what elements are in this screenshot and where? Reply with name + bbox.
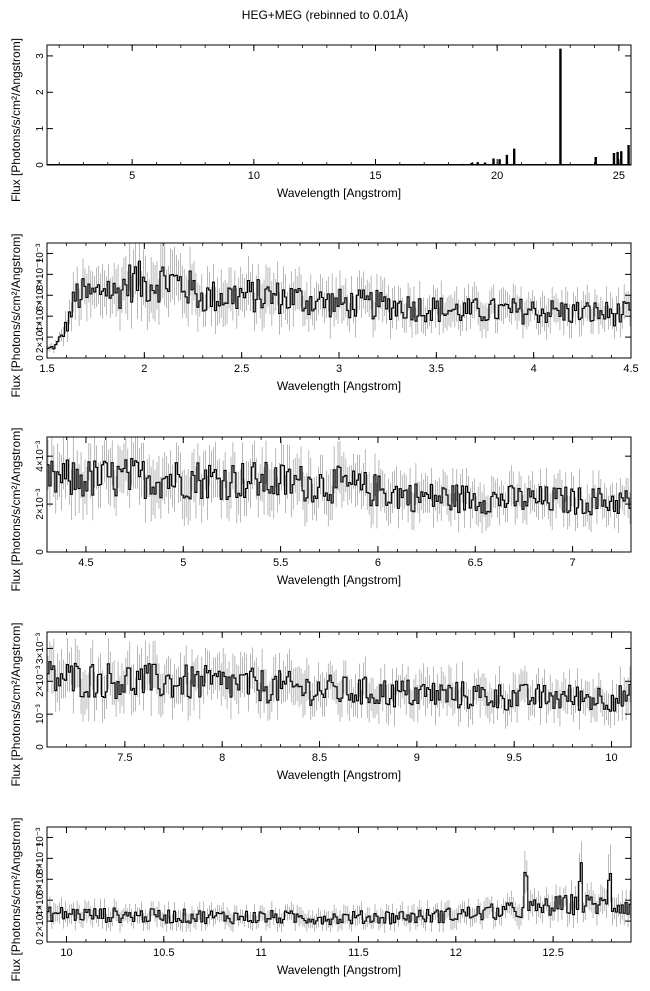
plot-frame <box>46 436 632 553</box>
x-axis-label: Wavelength [Angstrom] <box>277 963 401 977</box>
emission-line-bar <box>483 162 487 165</box>
x-tick-label: 2.5 <box>234 363 249 375</box>
chart-panel-5: 10 10.5 11 11.5 12 12.5 0 2×10⁻⁴4×10⁻⁴6×10⁻⁴8×1… <box>9 817 632 982</box>
spectrum-line <box>47 862 631 926</box>
x-tick-label: 4.5 <box>78 557 93 569</box>
y-tick-label: 6×10⁻⁴ <box>35 279 46 311</box>
emission-line-bar <box>513 148 516 165</box>
emission-line-bar <box>616 151 619 165</box>
x-tick-label: 10.5 <box>153 947 174 959</box>
x-tick-label: 6.5 <box>468 557 483 569</box>
x-axis-label: Wavelength [Angstrom] <box>277 379 401 393</box>
x-tick-label: 10 <box>60 947 72 959</box>
y-tick-label: 4×10⁻³ <box>35 440 46 472</box>
y-tick-label: 2 <box>35 89 46 95</box>
plot-area <box>47 243 631 354</box>
emission-line-bar <box>620 151 623 165</box>
y-tick-label: 4×10⁻⁴ <box>35 300 46 332</box>
y-tick-label: 3×10⁻³ <box>35 632 46 664</box>
emission-line-bar <box>559 48 562 165</box>
error-bars <box>47 638 631 730</box>
x-tick-label: 10 <box>248 170 260 182</box>
y-tick-label: 3 <box>35 53 46 59</box>
y-tick-label: 4×10⁻⁴ <box>35 884 46 916</box>
x-tick-label: 9.5 <box>507 752 522 764</box>
emission-line-bar <box>505 154 509 165</box>
plot-area <box>47 638 631 730</box>
x-tick-label: 5 <box>180 557 186 569</box>
x-tick-label: 20 <box>491 170 503 182</box>
y-tick-label: 0 <box>35 744 46 750</box>
x-tick-label: 8 <box>219 752 225 764</box>
y-tick-label: 2×10⁻⁴ <box>35 905 46 937</box>
x-tick-label: 1.5 <box>39 363 54 375</box>
x-tick-label: 12 <box>450 947 462 959</box>
x-tick-label: 4 <box>531 363 537 375</box>
y-tick-label: 2×10⁻³ <box>35 488 46 520</box>
plot-area <box>47 437 631 534</box>
y-axis-label: Flux [Photons/s/cm²/Angstrom] <box>9 817 23 981</box>
x-tick-label: 4.5 <box>623 363 638 375</box>
y-axis-label: Flux [Photons/s/cm²/Angstrom] <box>9 233 23 397</box>
y-axis-label: Flux [Photons/s/cm²/Angstrom] <box>9 427 23 591</box>
x-tick-label: 10 <box>605 752 617 764</box>
plot-frame <box>46 44 632 166</box>
x-tick-label: 12.5 <box>542 947 563 959</box>
emission-line-bar <box>612 153 616 165</box>
x-tick-label: 11 <box>255 947 266 959</box>
y-tick-label: 0 <box>35 355 46 361</box>
y-axis-label: Flux [Photons/s/cm²/Angstrom] <box>9 622 23 786</box>
y-tick-label: 0 <box>35 549 46 555</box>
x-tick-label: 15 <box>369 170 381 182</box>
spectrum-line <box>47 458 631 516</box>
y-tick-label: 0 <box>35 939 46 945</box>
x-tick-label: 25 <box>613 170 625 182</box>
y-tick-label: 6×10⁻⁴ <box>35 863 46 895</box>
x-tick-label: 8.5 <box>312 752 327 764</box>
x-axis-label: Wavelength [Angstrom] <box>277 186 401 200</box>
spectrum-line <box>47 260 631 350</box>
x-axis-label: Wavelength [Angstrom] <box>277 768 401 782</box>
x-axis-label: Wavelength [Angstrom] <box>277 573 401 587</box>
x-tick-label: 2 <box>141 363 147 375</box>
y-tick-label: 1 <box>35 125 46 131</box>
y-tick-label: 10⁻³ <box>35 704 46 724</box>
figure-title: HEG+MEG (rebinned to 0.01Å) <box>241 8 409 22</box>
chart-panel-2: 1.5 2 2.5 3 3.5 4 4.5 0 2×10⁻⁴4×10⁻⁴6×10⁻⁴8×10⁻⁴… <box>9 233 639 397</box>
error-bars <box>47 437 631 534</box>
y-tick-label: 2×10⁻⁴ <box>35 321 46 353</box>
emission-line-bar <box>627 145 630 165</box>
x-tick-label: 6 <box>375 557 381 569</box>
spectrum-line <box>47 661 631 712</box>
x-tick-label: 7 <box>570 557 576 569</box>
x-tick-label: 5 <box>129 170 135 182</box>
y-tick-label: 8×10⁻⁴ <box>35 842 46 874</box>
x-tick-label: 7.5 <box>117 752 132 764</box>
x-tick-label: 5.5 <box>273 557 288 569</box>
chart-panel-3: 4.5 5 5.5 6 6.5 7 0 2×10⁻³ 4×10⁻³ Wavelength [Ang… <box>9 427 632 592</box>
x-tick-label: 3 <box>336 363 342 375</box>
chart-panel-1: 5 10 15 20 25 0 1 2 3 Wavelength [Angstrom] Flux [… <box>9 38 632 202</box>
y-axis-label: Flux [Photons/s/cm²/Angstrom] <box>9 38 23 202</box>
emission-line-bar <box>476 162 479 165</box>
chart-panel-4: 7.5 8 8.5 9 9.5 10 0 10⁻³ 2×10⁻³3×10⁻³ Wavelength… <box>9 622 632 787</box>
y-tick-label: 8×10⁻⁴ <box>35 258 46 290</box>
x-tick-label: 9 <box>414 752 420 764</box>
x-tick-label: 11.5 <box>348 947 369 959</box>
plot-area <box>47 48 631 165</box>
plot-frame <box>46 826 632 943</box>
emission-line-bar <box>470 162 473 165</box>
emission-line-bar <box>594 157 597 165</box>
plot-area <box>47 841 631 933</box>
x-tick-label: 3.5 <box>429 363 444 375</box>
emission-line-bar <box>461 163 465 165</box>
emission-line-bar <box>492 158 495 165</box>
y-tick-label: 10⁻³ <box>35 243 46 263</box>
emission-line-bar <box>498 159 501 165</box>
y-tick-label: 0 <box>35 162 46 168</box>
y-tick-label: 2×10⁻³ <box>35 665 46 697</box>
y-tick-label: 10⁻³ <box>35 827 46 847</box>
